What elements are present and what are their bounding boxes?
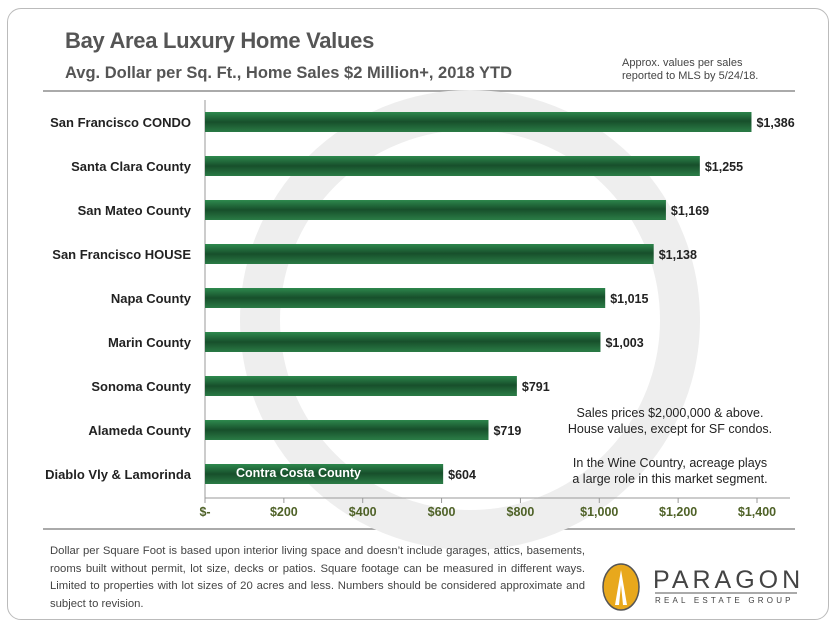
chart-frame [7, 8, 829, 620]
bar [205, 112, 752, 132]
data-label: $1,255 [705, 160, 743, 174]
category-label: Sonoma County [91, 379, 191, 394]
x-tick-label: $1,400 [738, 505, 776, 519]
bar-inner-label: Contra Costa County [236, 466, 361, 480]
watermark-logo [240, 90, 700, 550]
data-source-note: Approx. values per sales reported to MLS … [622, 57, 758, 83]
logo-subtext: REAL ESTATE GROUP [655, 596, 794, 605]
bar [205, 420, 489, 440]
annotation-line: a large role in this market segment. [572, 472, 768, 486]
x-tick-label: $400 [349, 505, 377, 519]
logo-text: PARAGON [653, 566, 805, 594]
annotation-line: House values, except for SF condos. [567, 422, 773, 436]
x-tick-label: $1,200 [659, 505, 697, 519]
data-label: $1,015 [610, 292, 648, 306]
bar [205, 288, 606, 308]
bar [205, 464, 444, 484]
data-label: $1,003 [605, 336, 643, 350]
logo-rule [655, 592, 797, 594]
divider-top [43, 90, 795, 92]
x-tick-label: $200 [270, 505, 298, 519]
chart-title: Bay Area Luxury Home Values [65, 28, 374, 53]
data-label: $604 [448, 468, 476, 482]
bar [205, 332, 601, 352]
bar [205, 200, 666, 220]
category-label: San Francisco CONDO [50, 115, 191, 130]
bar [205, 244, 654, 264]
bar [205, 156, 700, 176]
category-label: Santa Clara County [71, 159, 192, 174]
data-label: $1,169 [671, 204, 709, 218]
x-tick-label: $- [199, 505, 210, 519]
x-tick-label: $1,000 [580, 505, 618, 519]
x-tick-label: $600 [428, 505, 456, 519]
category-label: Diablo Vly & Lamorinda [45, 467, 192, 482]
data-label: $1,138 [659, 248, 697, 262]
bar [205, 376, 517, 396]
chart-subtitle: Avg. Dollar per Sq. Ft., Home Sales $2 M… [65, 64, 513, 82]
category-label: Alameda County [88, 423, 191, 438]
category-label: Napa County [111, 291, 192, 306]
category-label: San Mateo County [78, 203, 192, 218]
annotation-sales-prices: Sales prices $2,000,000 & above. House va… [555, 405, 785, 437]
category-label: Marin County [108, 335, 192, 350]
annotation-wine-country: In the Wine Country, acreage plays a larg… [555, 455, 785, 487]
annotation-line: Sales prices $2,000,000 & above. [576, 406, 764, 420]
note-line-1: Approx. values per sales [622, 57, 743, 69]
footnote: Dollar per Square Foot is based upon int… [50, 545, 585, 610]
data-label: $719 [493, 424, 521, 438]
note-line-2: reported to MLS by 5/24/18. [622, 70, 759, 82]
x-tick-label: $800 [507, 505, 535, 519]
data-label: $1,386 [756, 116, 794, 130]
data-label: $791 [522, 380, 550, 394]
category-label: San Francisco HOUSE [52, 247, 191, 262]
annotation-line: In the Wine Country, acreage plays [572, 456, 768, 470]
